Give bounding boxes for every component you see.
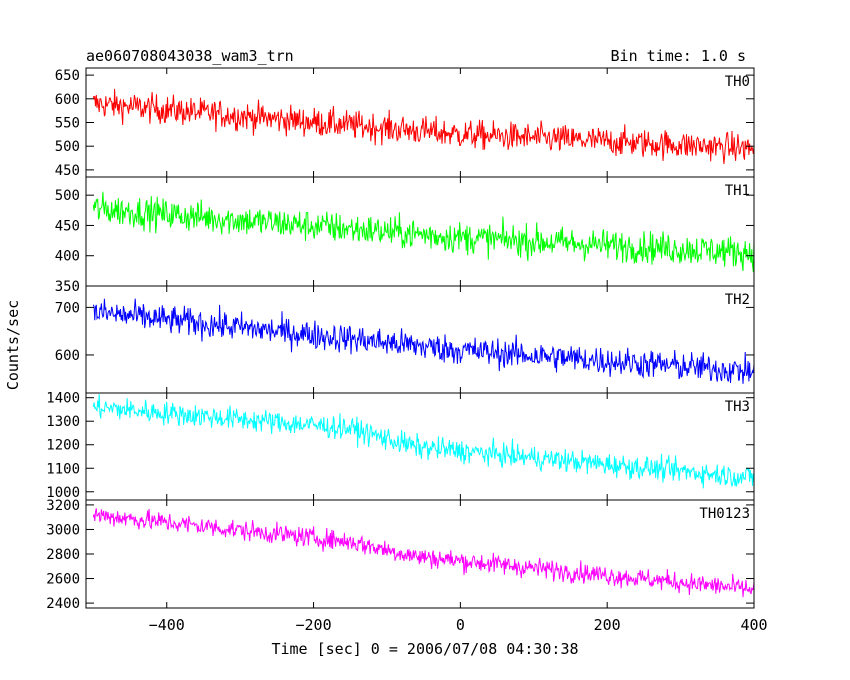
series-line-th3 (92, 394, 754, 489)
series-line-th0123 (92, 508, 754, 598)
y-tick-label: 500 (55, 139, 80, 155)
x-tick-label: 200 (594, 616, 621, 634)
x-tick-label: 400 (740, 616, 767, 634)
y-tick-label: 1300 (46, 414, 80, 430)
series-line-th0 (92, 88, 754, 164)
y-tick-label: 450 (55, 218, 80, 234)
panel-label: TH0123 (699, 506, 750, 522)
panel-label: TH2 (725, 292, 750, 308)
panels-group: TH0 450 500 550 600 650 TH1 350 400 450 500 TH2 600 7… (46, 67, 768, 634)
y-tick-label: 3000 (46, 522, 80, 538)
y-tick-label: 1000 (46, 485, 80, 501)
panel-frame (85, 67, 755, 178)
y-tick-label: 350 (55, 279, 80, 295)
y-tick-label: 700 (55, 300, 80, 316)
y-tick-label: 2400 (46, 596, 80, 612)
y-tick-label: 400 (55, 249, 80, 265)
panel-label: TH3 (725, 399, 750, 415)
y-tick-label: 550 (55, 116, 80, 132)
y-tick-label: 1400 (46, 391, 80, 407)
series-line-th2 (92, 298, 754, 384)
y-tick-label: 3200 (46, 498, 80, 514)
panel-label: TH1 (725, 183, 750, 199)
series-line-th1 (92, 191, 754, 273)
panel-label: TH0 (725, 74, 750, 90)
bin-time-label: Bin time: 1.0 s (611, 47, 746, 65)
y-tick-label: 1200 (46, 438, 80, 454)
x-tick-label: −400 (149, 616, 185, 634)
y-tick-label: 600 (55, 92, 80, 108)
y-tick-label: 650 (55, 68, 80, 84)
y-tick-label: 1100 (46, 461, 80, 477)
y-tick-label: 600 (55, 348, 80, 364)
x-tick-label: −200 (295, 616, 331, 634)
panel-frame (85, 285, 755, 394)
y-tick-label: 2800 (46, 547, 80, 563)
y-axis-label: Counts/sec (4, 300, 22, 390)
chart-title: ae060708043038_wam3_trn (86, 47, 294, 65)
y-tick-label: 450 (55, 163, 80, 179)
y-tick-label: 2600 (46, 572, 80, 588)
x-tick-label: 0 (456, 616, 465, 634)
y-tick-label: 500 (55, 188, 80, 204)
x-axis-label: Time [sec] 0 = 2006/07/08 04:30:38 (271, 640, 578, 658)
